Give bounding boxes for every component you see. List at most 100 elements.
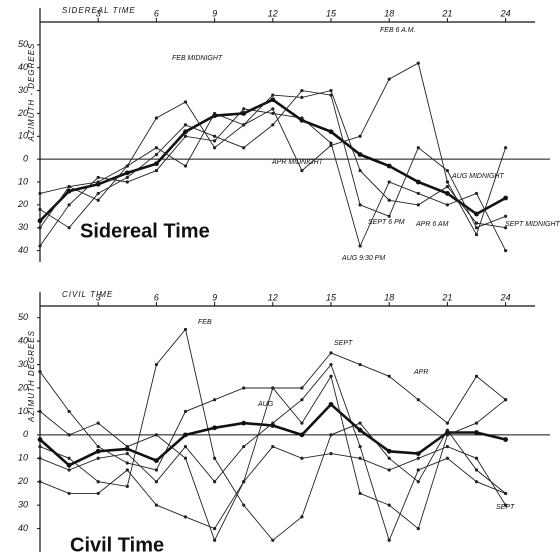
data-point [241,111,247,116]
y-tick-label: 30 [18,85,28,95]
x-tick-label: 3 [96,8,101,18]
data-point [67,468,71,472]
data-point [213,480,217,484]
data-point [183,409,188,414]
data-point [154,503,158,507]
data-point [96,421,100,425]
data-point [212,425,218,431]
data-point [125,164,129,168]
data-point [300,386,304,390]
data-point [474,480,479,484]
data-point [504,398,508,402]
data-point [67,491,71,496]
data-point [358,491,362,496]
data-point [416,191,420,196]
data-point [416,468,420,472]
data-point [154,168,158,173]
data-point [358,421,362,425]
y-tick-label: 10 [18,176,28,186]
data-point [358,362,362,367]
data-point [67,433,71,437]
data-point [38,207,42,212]
data-point [329,362,333,367]
annotation: AUG 9:30 PM [341,255,385,262]
y-tick-label: 50 [18,312,28,322]
x-tick-label: 6 [154,292,159,302]
data-point [300,515,304,519]
data-point [154,433,158,437]
data-point [300,95,304,100]
data-point [358,168,362,173]
data-point [328,129,334,135]
data-point [154,146,158,150]
data-point [387,503,391,507]
data-point [387,538,391,542]
data-point [358,444,362,449]
y-tick-label: 30 [18,222,28,232]
data-point [300,88,304,93]
data-point [504,146,508,150]
x-tick-label: 18 [384,8,394,18]
data-point [96,198,100,202]
data-point [445,191,450,196]
data-point [271,123,275,127]
data-point [387,374,391,378]
data-point [38,456,42,460]
data-point [96,175,100,180]
data-point [474,374,479,378]
series-line [39,411,506,542]
data-point [329,93,333,97]
data-point [358,456,362,460]
data-point [213,111,217,116]
data-point [474,221,479,225]
data-point [387,198,391,202]
data-point [67,184,71,189]
y-tick-label: 40 [18,336,28,346]
data-point [445,428,449,432]
data-point [358,203,362,207]
annotation: FEB MIDNIGHT [172,55,223,62]
data-point [37,218,43,224]
data-point [242,123,246,127]
data-point [213,398,217,402]
data-point [183,164,188,168]
data-point [387,468,391,472]
y-tick-label: 50 [18,39,28,49]
y-tick-label: 0 [23,154,28,164]
x-tick-label: 9 [212,8,217,18]
data-point [329,433,333,437]
data-point [271,93,275,97]
x-axis-title: CIVIL TIME [62,290,113,299]
data-point [386,448,392,454]
x-tick-label: 6 [154,8,159,18]
data-point [445,184,449,189]
data-point [67,456,71,460]
data-point [242,107,246,111]
data-point [504,248,508,253]
x-tick-label: 15 [326,8,337,18]
x-tick-label: 21 [441,292,452,302]
data-point [183,432,188,438]
data-point [124,170,130,176]
data-point [154,468,158,472]
data-point [183,100,188,104]
x-tick-label: 21 [441,8,452,18]
chart-title: Civil Time [70,534,164,556]
data-point [387,456,391,460]
x-tick-label: 15 [326,292,337,302]
data-point [96,456,100,460]
data-point [67,226,71,230]
x-tick-label: 18 [384,292,394,302]
data-point [125,444,129,449]
data-point [95,448,101,454]
annotation: AUG [257,401,274,408]
data-point [329,452,333,456]
x-tick-label: 24 [500,8,511,18]
y-tick-label: 0 [23,429,28,439]
annotation: SEPT [496,504,515,511]
data-point [125,180,129,184]
data-point [125,461,129,465]
data-point [504,214,508,218]
data-point [154,152,158,157]
data-point [300,116,304,120]
